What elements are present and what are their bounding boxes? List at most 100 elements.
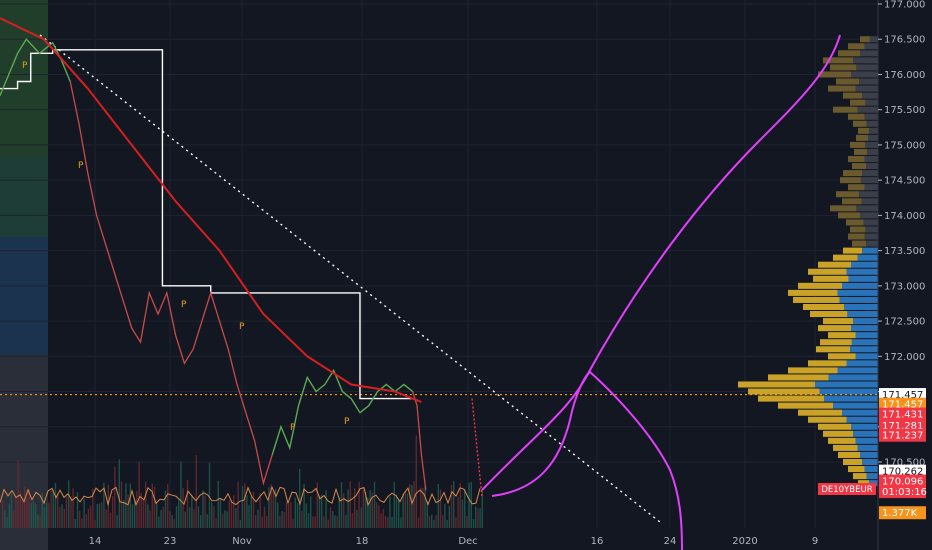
volume-bar bbox=[376, 502, 378, 528]
volume-bar bbox=[208, 462, 211, 528]
volume-bar bbox=[345, 514, 347, 528]
volume-bar bbox=[446, 519, 448, 528]
volume-bar bbox=[292, 518, 294, 528]
volume-bar bbox=[244, 483, 246, 528]
volume-bar bbox=[354, 488, 356, 528]
volume-bar bbox=[371, 492, 373, 528]
projection-curve-down bbox=[491, 370, 683, 550]
profile-bar-down bbox=[866, 163, 878, 170]
volume-bar bbox=[257, 509, 259, 528]
volume-bar bbox=[255, 515, 257, 528]
profile-bar-up bbox=[798, 409, 842, 416]
volume-bar bbox=[114, 466, 116, 528]
volume-bar bbox=[87, 508, 90, 528]
volume-bar bbox=[8, 503, 10, 528]
volume-bar bbox=[248, 505, 250, 528]
volume-bar bbox=[230, 500, 233, 528]
price-tag-bg bbox=[879, 474, 926, 488]
volume-bar bbox=[398, 498, 400, 528]
profile-bar-down bbox=[847, 311, 878, 318]
instrument-label-group: DE10YBEUR bbox=[818, 483, 876, 495]
volume-bar bbox=[215, 517, 217, 528]
volume-bar bbox=[61, 504, 63, 528]
volume-bar bbox=[233, 495, 235, 528]
profile-bar-down bbox=[851, 325, 878, 332]
volume-bar bbox=[112, 495, 114, 528]
p-markers: P P P P P P bbox=[22, 61, 350, 433]
x-tick-label: 9 bbox=[812, 536, 818, 547]
y-tick-label: 177.000 bbox=[884, 0, 925, 11]
volume-bar bbox=[43, 507, 46, 528]
vwap-step-line bbox=[0, 49, 413, 400]
volume-bar bbox=[270, 484, 272, 528]
profile-bar-up bbox=[858, 127, 869, 134]
volume-bar bbox=[312, 516, 314, 528]
volume-bar bbox=[15, 497, 17, 528]
profile-bar-up bbox=[828, 437, 856, 444]
profile-bar-down bbox=[866, 120, 878, 127]
volume-bar bbox=[400, 517, 402, 528]
volume-bar bbox=[46, 502, 48, 528]
volume-bar bbox=[37, 514, 39, 528]
pivot-marker: P bbox=[239, 322, 245, 332]
profile-bar-up bbox=[823, 57, 854, 64]
volume-bar bbox=[281, 511, 283, 528]
profile-bar-up bbox=[768, 374, 829, 381]
volume-bar bbox=[213, 506, 215, 528]
profile-bar-up bbox=[830, 64, 857, 71]
profile-bar-up bbox=[843, 92, 863, 99]
profile-bar-down bbox=[851, 423, 878, 430]
volume-bar bbox=[120, 481, 123, 528]
volume-bar bbox=[59, 507, 61, 528]
profile-bar-up bbox=[823, 430, 854, 437]
volume-bar bbox=[79, 510, 81, 528]
profile-bar-down bbox=[853, 318, 878, 325]
profile-bar-up bbox=[848, 466, 865, 473]
volume-bar bbox=[211, 502, 213, 528]
volume-bar bbox=[235, 507, 237, 528]
price-axis-panel[interactable] bbox=[878, 0, 932, 550]
profile-bar-down bbox=[864, 43, 878, 50]
profile-bar-up bbox=[820, 339, 852, 346]
volume-bar bbox=[349, 481, 351, 528]
volume-bar bbox=[356, 510, 358, 528]
profile-bar-up bbox=[798, 282, 842, 289]
volume-bar bbox=[263, 506, 266, 528]
profile-bar-up bbox=[738, 381, 815, 388]
volume-bar bbox=[160, 509, 162, 528]
volume-bar bbox=[283, 511, 285, 528]
volume-bar bbox=[21, 497, 24, 528]
profile-bar-up bbox=[816, 346, 851, 353]
profile-bar-up bbox=[788, 367, 838, 374]
volume-bar bbox=[334, 515, 336, 528]
profile-bar-up bbox=[860, 36, 870, 43]
profile-bar-down bbox=[860, 50, 878, 57]
volume-bar bbox=[30, 502, 32, 528]
volume-bar bbox=[180, 461, 182, 528]
profile-bar-down bbox=[857, 444, 878, 451]
profile-bar-down bbox=[865, 99, 878, 106]
volume-bar bbox=[288, 504, 290, 528]
volume-bar bbox=[336, 516, 338, 528]
profile-bar-up bbox=[848, 113, 865, 120]
profile-bar-up bbox=[793, 296, 840, 303]
y-tick-label: 174.000 bbox=[884, 211, 925, 222]
profile-bar-down bbox=[828, 374, 878, 381]
profile-bar-down bbox=[842, 409, 878, 416]
volume-bar bbox=[158, 516, 160, 528]
volume-bar bbox=[85, 514, 87, 528]
volume-bar bbox=[83, 498, 85, 528]
profile-bar-down bbox=[851, 71, 878, 78]
profile-bar-down bbox=[850, 346, 878, 353]
y-tick-label: 172.000 bbox=[884, 352, 925, 363]
profile-bar-down bbox=[815, 381, 878, 388]
volume-bar bbox=[413, 480, 415, 528]
price-line-green bbox=[271, 368, 414, 456]
y-tick-label: 173.500 bbox=[884, 246, 925, 257]
volume-bar bbox=[24, 486, 26, 528]
profile-bar-down bbox=[851, 339, 878, 346]
volume-bar bbox=[475, 506, 477, 528]
price-tag-label: 171.457 bbox=[882, 400, 923, 411]
volume-bar bbox=[10, 493, 13, 528]
